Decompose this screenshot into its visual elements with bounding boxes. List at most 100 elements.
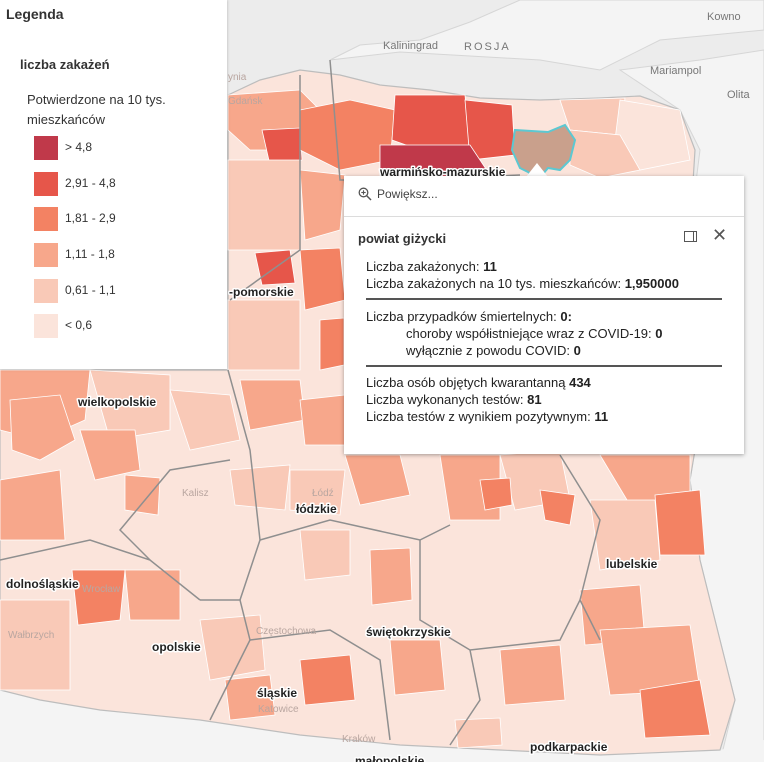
legend-title: Legenda xyxy=(6,6,64,22)
county-polygon[interactable] xyxy=(639,679,711,739)
county-polygon[interactable] xyxy=(0,599,71,691)
popup-positive-row: Liczba testów z wynikiem pozytywnym: 11 xyxy=(366,409,609,424)
legend-layer-title: liczba zakażeń xyxy=(20,57,110,72)
region-label-opolskie: opolskie xyxy=(152,640,201,654)
popup-deaths-row: Liczba przypadków śmiertelnych: 0: xyxy=(366,309,572,324)
dock-icon[interactable] xyxy=(684,231,697,242)
region-label-malopolskie: małopolskie xyxy=(355,754,425,762)
map-label-kalisz: Kalisz xyxy=(182,488,209,499)
region-label-pomorskie: -pomorskie xyxy=(229,285,294,299)
county-polygon[interactable] xyxy=(369,547,413,606)
zoom-to-label: Powiększ... xyxy=(377,187,438,201)
map-label-walbrzych: Wałbrzych xyxy=(8,630,54,641)
legend-item: 1,11 - 1,8 xyxy=(34,243,214,267)
county-polygon[interactable] xyxy=(79,429,141,481)
county-polygon[interactable] xyxy=(169,389,241,451)
legend-swatch xyxy=(34,279,58,303)
legend-item: > 4,8 xyxy=(34,136,214,160)
county-polygon[interactable] xyxy=(0,469,66,541)
feature-popup: Powiększ... powiat giżycki ✕ Liczba zaka… xyxy=(344,176,744,454)
county-polygon[interactable] xyxy=(299,247,346,311)
map-label-olita: Olita xyxy=(727,89,751,101)
popup-cases-row: Liczba zakażonych: 11 xyxy=(366,259,497,274)
region-label-wielkopolskie: wielkopolskie xyxy=(77,395,156,409)
county-polygon[interactable] xyxy=(654,489,706,556)
popup-rule xyxy=(366,298,722,300)
map-label-kowno: Kowno xyxy=(707,11,741,23)
voivodeship-boundaries xyxy=(0,59,601,746)
county-polygon[interactable] xyxy=(71,569,126,626)
legend-item: 1,81 - 2,9 xyxy=(34,207,214,231)
county-polygon[interactable] xyxy=(227,299,301,371)
county-polygons xyxy=(0,89,711,749)
region-label-dolnoslaskie: dolnośląskie xyxy=(6,577,79,591)
county-polygon[interactable] xyxy=(344,454,411,506)
region-label-lodzkie: łódzkie xyxy=(296,502,337,516)
popup-rate-row: Liczba zakażonych na 10 tys. mieszkańców… xyxy=(366,276,679,291)
legend-label: 1,81 - 2,9 xyxy=(65,211,116,225)
region-label-swietokrzyskie: świętokrzyskie xyxy=(366,625,451,639)
county-polygon[interactable] xyxy=(559,97,626,136)
county-polygon[interactable] xyxy=(227,159,301,251)
popup-tests-row: Liczba wykonanych testów: 81 xyxy=(366,392,542,407)
popup-title: powiat giżycki xyxy=(358,231,447,246)
county-polygon[interactable] xyxy=(199,614,266,681)
county-polygon[interactable] xyxy=(124,474,161,516)
region-label-lubelskie: lubelskie xyxy=(606,557,658,571)
county-polygon[interactable] xyxy=(319,317,345,371)
legend-panel: Legenda liczba zakażeń Potwierdzone na 1… xyxy=(0,0,227,369)
county-polygon[interactable] xyxy=(614,99,691,171)
legend-item: < 0,6 xyxy=(34,314,214,338)
map-label-rosja: ROSJA xyxy=(464,41,511,53)
map-label-gdansk: Gdańsk xyxy=(228,96,263,107)
popup-divider xyxy=(344,216,744,217)
popup-rule xyxy=(366,365,722,367)
legend-swatch xyxy=(34,314,58,338)
popup-quarantine-row: Liczba osób objętych kwarantanną 434 xyxy=(366,375,591,390)
county-polygon[interactable] xyxy=(499,644,566,706)
county-polygon[interactable] xyxy=(224,674,276,721)
county-polygon[interactable] xyxy=(299,654,356,706)
county-polygon[interactable] xyxy=(289,469,346,516)
legend-swatch xyxy=(34,243,58,267)
county-polygon[interactable] xyxy=(391,94,471,151)
popup-pointer xyxy=(526,163,548,177)
map-label-kaliningrad: Kaliningrad xyxy=(383,40,438,52)
county-polygon[interactable] xyxy=(89,369,171,441)
county-polygon[interactable] xyxy=(229,464,291,511)
map-label-gdynia: ynia xyxy=(228,72,247,83)
county-polygon[interactable] xyxy=(379,144,491,179)
county-polygon[interactable] xyxy=(479,477,513,511)
zoom-to-button[interactable]: Powiększ... xyxy=(358,187,438,201)
county-polygon[interactable] xyxy=(454,717,503,749)
legend-label: 2,91 - 4,8 xyxy=(65,176,116,190)
popup-covid-only-row: wyłącznie z powodu COVID: 0 xyxy=(406,343,581,358)
selected-county[interactable] xyxy=(510,123,577,182)
legend-label: 1,11 - 1,8 xyxy=(65,247,115,261)
legend-field-label: Potwierdzone na 10 tys. mieszkańców xyxy=(27,92,166,127)
map-label-mariampol: Mariampol xyxy=(650,65,701,77)
region-label-podkarpackie: podkarpackie xyxy=(530,740,608,754)
map-label-krakow: Kraków xyxy=(342,734,376,745)
foreign-land-north xyxy=(329,0,764,71)
legend-swatch xyxy=(34,207,58,231)
legend-item: 0,61 - 1,1 xyxy=(34,279,214,303)
legend-swatch xyxy=(34,136,58,160)
county-polygon[interactable] xyxy=(299,169,346,241)
popup-comorb-row: choroby współistniejące wraz z COVID-19:… xyxy=(406,326,663,341)
legend-label: > 4,8 xyxy=(65,140,93,154)
county-polygon[interactable] xyxy=(589,499,661,571)
county-polygon[interactable] xyxy=(539,489,576,526)
county-polygon[interactable] xyxy=(9,394,76,461)
zoom-in-icon xyxy=(358,187,372,201)
close-icon[interactable]: ✕ xyxy=(712,225,728,245)
foreign-land-south xyxy=(0,690,764,762)
county-polygon[interactable] xyxy=(389,639,446,696)
county-polygon[interactable] xyxy=(261,127,303,166)
legend-label: 0,61 - 1,1 xyxy=(65,283,116,297)
map-label-katowice: Katowice xyxy=(258,704,299,715)
county-polygon[interactable] xyxy=(299,394,346,446)
county-polygon[interactable] xyxy=(299,529,351,581)
region-label-slaskie: śląskie xyxy=(257,686,297,700)
map-label-czestochowa: Częstochowa xyxy=(256,626,316,637)
